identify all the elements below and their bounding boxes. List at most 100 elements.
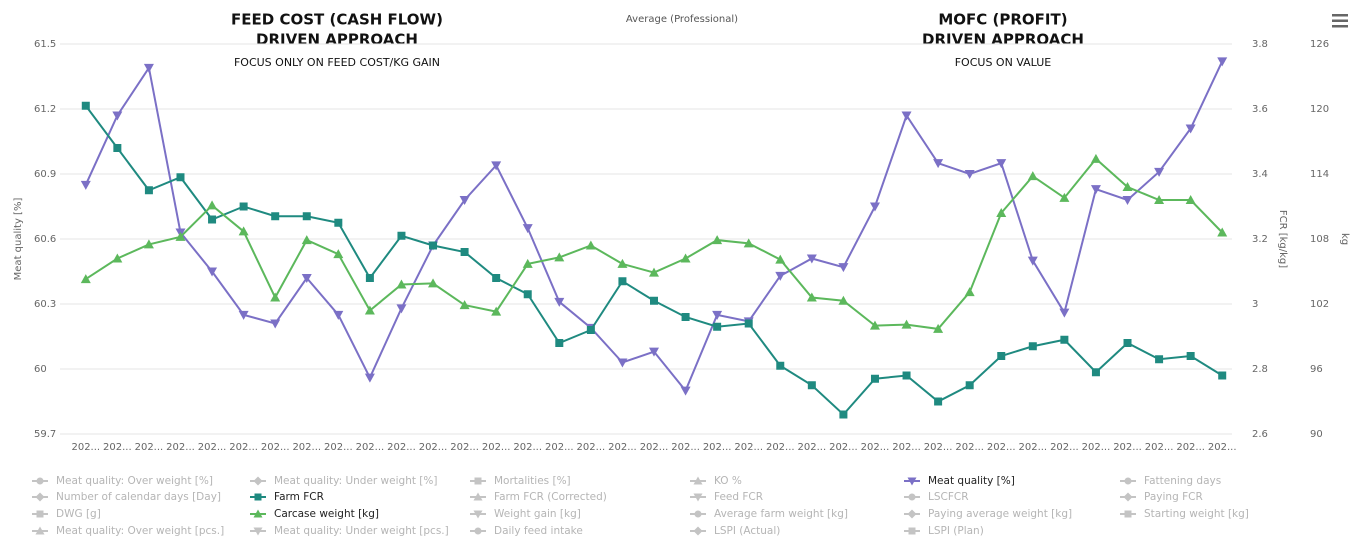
legend-label: LSCFCR [928, 491, 969, 503]
legend-item[interactable]: Meat quality: Over weight [pcs.] [32, 525, 224, 537]
legend-item[interactable]: LSPI (Plan) [904, 525, 984, 537]
x-tick-label: 202... [261, 442, 290, 453]
x-tick-label: 202... [545, 442, 574, 453]
marker [254, 493, 262, 501]
menu-bar[interactable] [1332, 19, 1348, 23]
legend-item[interactable]: Meat quality: Under weight [pcs.] [250, 525, 449, 537]
legend-item[interactable]: Paying average weight [kg] [904, 508, 1072, 520]
legend-item[interactable]: Farm FCR [250, 491, 324, 503]
marker [908, 527, 916, 535]
legend-item[interactable]: Weight gain [kg] [470, 508, 581, 520]
legend-item[interactable]: Carcase weight [kg] [250, 508, 379, 520]
marker [1217, 227, 1228, 237]
legend-label: Meat quality: Over weight [pcs.] [56, 525, 224, 537]
marker [396, 279, 407, 289]
marker [207, 267, 218, 277]
legend-item[interactable]: Mortalities [%] [470, 475, 571, 487]
y3-tick-label: 96 [1310, 364, 1323, 375]
y-tick-label: 60.3 [34, 299, 56, 310]
marker [1122, 196, 1133, 205]
legend-item[interactable]: DWG [g] [32, 508, 101, 520]
marker [1090, 153, 1101, 163]
x-tick-label: 202... [892, 442, 921, 453]
legend-label: DWG [g] [56, 508, 101, 520]
legend-item[interactable]: Daily feed intake [470, 525, 583, 537]
marker [901, 111, 912, 121]
x-tick-label: 202... [861, 442, 890, 453]
marker [253, 509, 263, 518]
legend-item[interactable]: Starting weight [kg] [1120, 508, 1249, 520]
legend-item[interactable]: Paying FCR [1120, 491, 1203, 503]
marker [1124, 510, 1132, 518]
marker [207, 200, 218, 210]
x-tick-label: 202... [292, 442, 321, 453]
legend-item[interactable]: LSCFCR [904, 491, 969, 503]
legend-item[interactable]: LSPI (Actual) [690, 525, 780, 537]
legend-item[interactable]: Farm FCR (Corrected) [470, 491, 607, 503]
x-tick-label: 202... [356, 442, 385, 453]
y-tick-label: 60 [34, 364, 47, 375]
legend-label: Daily feed intake [494, 525, 583, 537]
marker [270, 292, 281, 302]
legend-item[interactable]: Feed FCR [690, 491, 763, 503]
marker [775, 271, 786, 281]
marker [1185, 124, 1196, 134]
marker [680, 386, 691, 396]
chart-title: Average (Professional) [626, 14, 738, 25]
legend-item[interactable]: KO % [690, 475, 742, 487]
y2-tick-label: 3.4 [1252, 169, 1268, 180]
marker [80, 180, 91, 190]
marker [869, 202, 880, 212]
marker [908, 493, 916, 501]
marker [473, 492, 483, 501]
marker [1154, 195, 1165, 204]
legend-item[interactable]: Meat quality [%] [904, 475, 1015, 487]
marker [364, 305, 375, 315]
x-tick-label: 202... [103, 442, 132, 453]
marker [80, 274, 91, 284]
marker [933, 159, 944, 169]
marker [1060, 335, 1069, 344]
y-tick-label: 59.7 [34, 429, 56, 440]
x-tick-label: 202... [1113, 442, 1142, 453]
marker [869, 320, 880, 330]
menu-icon[interactable] [1332, 14, 1348, 28]
marker [238, 310, 249, 320]
marker [776, 361, 785, 370]
marker [693, 526, 703, 536]
legend-item[interactable]: Fattening days [1120, 475, 1221, 487]
legend-item[interactable]: Meat quality: Under weight [%] [250, 475, 437, 487]
x-tick-label: 202... [734, 442, 763, 453]
x-tick-label: 202... [1145, 442, 1174, 453]
legend-item[interactable]: Meat quality: Over weight [%] [32, 475, 213, 487]
marker [681, 313, 690, 321]
x-tick-label: 202... [924, 442, 953, 453]
marker [650, 296, 658, 305]
y-axis-label: Meat quality [%] [13, 198, 24, 281]
marker [112, 253, 123, 263]
marker [144, 186, 153, 195]
legend-item[interactable]: Number of calendar days [Day] [32, 491, 221, 503]
marker [492, 274, 501, 282]
legend-label: Meat quality: Under weight [pcs.] [274, 525, 449, 537]
marker [522, 258, 533, 268]
marker [253, 476, 263, 486]
legend-label: Farm FCR (Corrected) [494, 491, 607, 503]
menu-bar[interactable] [1332, 14, 1348, 17]
marker [743, 238, 754, 248]
marker [365, 274, 374, 282]
x-tick-label: 202... [703, 442, 732, 453]
marker [617, 358, 628, 368]
marker [112, 111, 123, 121]
x-tick-label: 202... [450, 442, 479, 453]
x-tick-label: 202... [166, 442, 195, 453]
legend-item[interactable]: Average farm weight [kg] [690, 508, 848, 520]
legend-label: Starting weight [kg] [1144, 508, 1249, 520]
menu-bar[interactable] [1332, 25, 1348, 28]
legend-label: Meat quality [%] [928, 475, 1015, 487]
x-tick-label: 202... [608, 442, 637, 453]
annotation-heading: DRIVEN APPROACH [256, 31, 418, 49]
